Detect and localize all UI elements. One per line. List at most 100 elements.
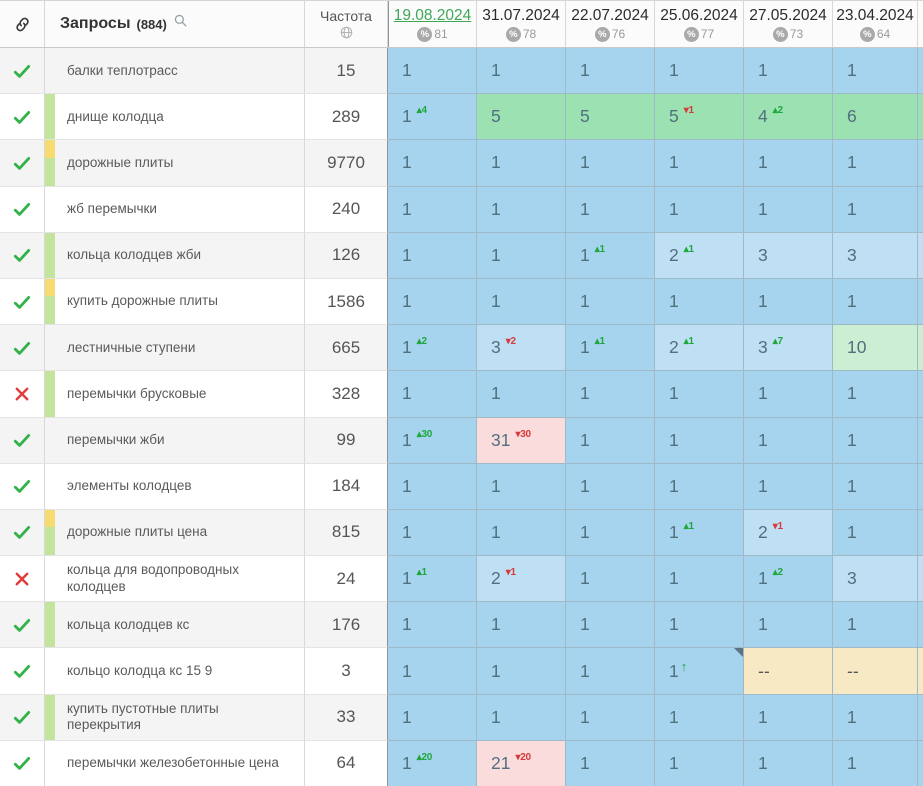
position-value: 1 — [491, 152, 501, 173]
status-cell[interactable] — [0, 556, 45, 603]
status-cell[interactable] — [0, 48, 45, 95]
search-icon[interactable] — [173, 13, 188, 28]
date-label[interactable]: 27.05.2024 — [749, 6, 827, 24]
date-column-header[interactable]: 25.06.2024 % 77 — [655, 1, 744, 47]
position-cell: 1 — [566, 648, 655, 695]
query-text[interactable]: перемычки жби — [67, 432, 165, 447]
status-cell[interactable] — [0, 325, 45, 372]
position-value: 1 — [669, 60, 679, 81]
query-cell[interactable]: перемычки железобетонные цена — [45, 740, 305, 786]
query-text[interactable]: кольцо колодца кс 15 9 — [67, 662, 213, 678]
overflow-column-sliver — [918, 48, 923, 95]
query-cell[interactable]: лестничные ступени — [45, 325, 305, 372]
position-cell: 1 — [477, 278, 566, 326]
date-column-header[interactable]: 22.07.2024 % 76 — [566, 1, 655, 47]
query-cell[interactable]: купить дорожные плиты — [45, 278, 305, 326]
query-text[interactable]: балки теплотрасс — [67, 62, 178, 78]
frequency-cell: 176 — [305, 602, 388, 649]
query-cell[interactable]: купить пустотные плиты перекрытия — [45, 694, 305, 741]
query-cell[interactable]: перемычки брусковые — [45, 371, 305, 418]
position-cell: 1 — [833, 509, 918, 557]
position-cell: -- — [744, 648, 833, 695]
overflow-column-sliver — [918, 602, 923, 649]
percent-value: 77 — [700, 26, 715, 41]
query-text[interactable]: перемычки брусковые — [67, 385, 207, 401]
query-text[interactable]: днище колодца — [67, 108, 164, 124]
status-cell[interactable] — [0, 509, 45, 557]
query-cell[interactable]: кольца колодцев жби — [45, 232, 305, 279]
status-cell[interactable] — [0, 648, 45, 695]
status-cell[interactable] — [0, 740, 45, 786]
status-cell[interactable] — [0, 371, 45, 418]
position-cell: 1 — [833, 371, 918, 418]
status-cell[interactable] — [0, 602, 45, 649]
query-cell[interactable]: кольцо колодца кс 15 9 — [45, 648, 305, 695]
position-cell: 1 — [655, 140, 744, 187]
status-cell[interactable] — [0, 278, 45, 326]
query-cell[interactable]: дорожные плиты — [45, 140, 305, 187]
query-cell[interactable]: кольца колодцев кс — [45, 602, 305, 649]
query-indicator-bar — [45, 232, 55, 278]
query-cell[interactable]: балки теплотрасс — [45, 48, 305, 95]
position-value: 2 — [669, 337, 679, 358]
position-delta: ▾1 — [505, 567, 516, 579]
status-cell[interactable] — [0, 140, 45, 187]
query-cell[interactable]: кольца для водопроводных колодцев — [45, 556, 305, 603]
date-label[interactable]: 23.04.2024 — [836, 6, 914, 24]
query-text[interactable]: перемычки железобетонные цена — [67, 755, 279, 771]
query-text[interactable]: дорожные плиты цена — [67, 524, 208, 540]
position-value: 1 — [847, 429, 857, 450]
percent-value: 64 — [876, 26, 891, 41]
query-cell[interactable]: днище колодца — [45, 94, 305, 141]
query-text[interactable]: лестничные ступени — [67, 339, 196, 355]
query-text[interactable]: купить пустотные плиты перекрытия — [67, 701, 219, 733]
link-column-header[interactable] — [0, 1, 45, 47]
position-cell: 1 ▴30 — [388, 417, 477, 464]
position-value: 1 — [491, 291, 501, 312]
query-text[interactable]: элементы колодцев — [67, 478, 192, 494]
position-cell: 1 — [833, 463, 918, 510]
date-label[interactable]: 19.08.2024 — [393, 6, 472, 24]
status-cell[interactable] — [0, 232, 45, 279]
percent-icon: % — [772, 26, 788, 42]
query-cell[interactable]: дорожные плиты цена — [45, 509, 305, 557]
position-value: 1 — [402, 291, 412, 312]
date-label[interactable]: 25.06.2024 — [660, 6, 738, 24]
date-column-header[interactable]: 27.05.2024 % 73 — [744, 1, 833, 47]
date-label[interactable]: 31.07.2024 — [482, 6, 560, 24]
query-text[interactable]: кольца колодцев жби — [67, 247, 202, 263]
date-column-header[interactable]: 31.07.2024 % 78 — [477, 1, 566, 47]
status-cell[interactable] — [0, 463, 45, 510]
position-cell: 1 — [477, 140, 566, 187]
query-cell[interactable]: перемычки жби — [45, 417, 305, 464]
frequency-cell: 184 — [305, 463, 388, 510]
status-cell[interactable] — [0, 694, 45, 741]
position-cell: 1 ▴2 — [388, 325, 477, 372]
position-delta: ▴1 — [683, 520, 694, 532]
position-delta: ▾20 — [515, 751, 531, 763]
overflow-column-sliver — [918, 417, 923, 464]
position-value: 1 — [491, 706, 501, 727]
overflow-column-sliver — [918, 648, 923, 695]
position-value: 1 — [580, 337, 590, 358]
position-value: 3 — [491, 337, 501, 358]
position-value: 1 — [758, 706, 768, 727]
status-cell[interactable] — [0, 417, 45, 464]
position-cell: 1 — [655, 48, 744, 95]
query-text[interactable]: купить дорожные плиты — [67, 293, 218, 309]
query-text[interactable]: дорожные плиты — [67, 154, 174, 170]
position-cell: 1 — [655, 186, 744, 233]
frequency-column-header[interactable]: Частота — [305, 1, 388, 47]
query-text[interactable]: кольца колодцев кс — [67, 616, 190, 632]
query-cell[interactable]: элементы колодцев — [45, 463, 305, 510]
table-row: перемычки брусковые 328 1 1 1 1 1 1 — [0, 371, 923, 418]
position-value: 1 — [402, 60, 412, 81]
date-label[interactable]: 22.07.2024 — [571, 6, 649, 24]
status-cell[interactable] — [0, 186, 45, 233]
date-column-header[interactable]: 19.08.2024 % 81 — [388, 1, 477, 47]
query-text[interactable]: жб перемычки — [67, 201, 157, 217]
status-cell[interactable] — [0, 94, 45, 141]
query-cell[interactable]: жб перемычки — [45, 186, 305, 233]
query-text[interactable]: кольца для водопроводных колодцев — [67, 562, 239, 594]
date-column-header[interactable]: 23.04.2024 % 64 — [833, 1, 918, 47]
